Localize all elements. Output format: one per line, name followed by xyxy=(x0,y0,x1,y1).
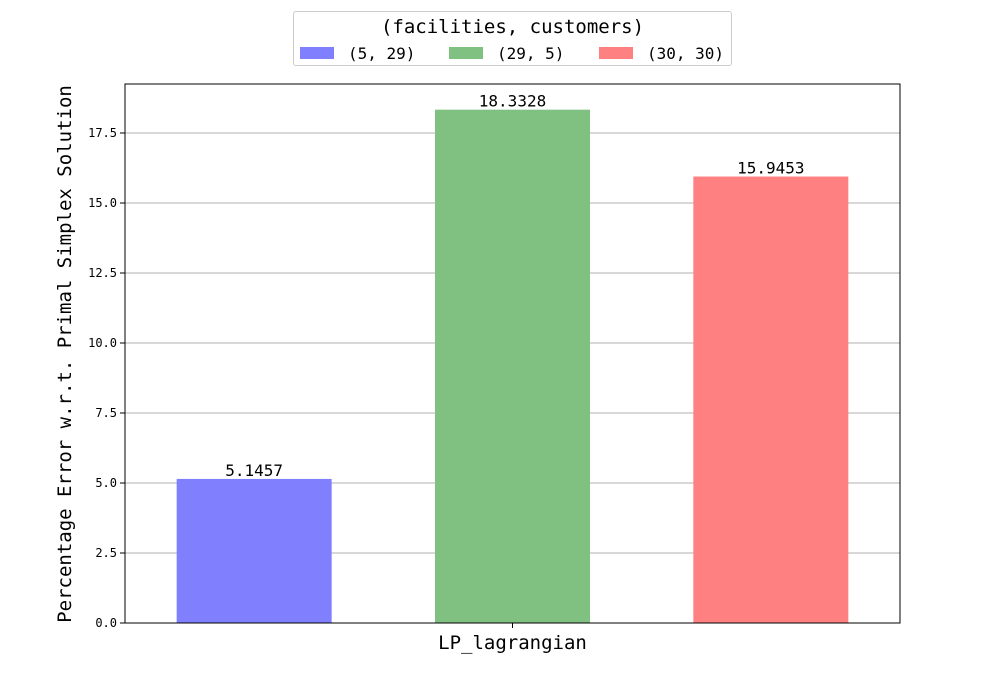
y-tick-label: 5.0 xyxy=(95,476,117,490)
x-axis-label: LP_lagrangian xyxy=(438,632,587,654)
y-tick-label: 12.5 xyxy=(88,266,117,280)
y-tick-label: 7.5 xyxy=(95,406,117,420)
legend-item-30-30: (30, 30) xyxy=(599,43,725,63)
legend-label: (5, 29) xyxy=(348,43,416,63)
bars xyxy=(176,109,849,624)
legend-item-29-5: (29, 5) xyxy=(449,43,565,63)
legend-label: (29, 5) xyxy=(497,43,565,63)
y-axis-label: Percentage Error w.r.t. Primal Simplex S… xyxy=(54,85,76,623)
legend: (facilities, customers) (5, 29) (29, 5) … xyxy=(293,11,732,66)
x-axis-ticks: LP_lagrangian xyxy=(438,623,587,654)
legend-item-5-29: (5, 29) xyxy=(300,43,416,63)
bar-5-29 xyxy=(176,478,332,623)
bar-30-30 xyxy=(693,176,849,623)
legend-swatch xyxy=(449,47,483,59)
y-tick-label: 2.5 xyxy=(95,546,117,560)
bar-29-5 xyxy=(435,109,590,624)
y-tick-label: 10.0 xyxy=(88,336,117,350)
bar-value-label: 15.9453 xyxy=(737,159,804,178)
legend-title: (facilities, customers) xyxy=(380,16,645,38)
y-axis-ticks: 0.0 2.5 5.0 7.5 10.0 12.5 15.0 17.5 xyxy=(88,126,125,630)
y-tick-label: 15.0 xyxy=(88,196,117,210)
legend-label: (30, 30) xyxy=(647,43,725,63)
legend-swatch xyxy=(599,47,633,59)
bar-value-labels: 5.1457 18.3328 15.9453 xyxy=(225,92,804,480)
bar-value-label: 5.1457 xyxy=(225,461,283,480)
legend-swatch xyxy=(300,47,334,59)
bar-value-label: 18.3328 xyxy=(479,92,546,111)
y-tick-label: 0.0 xyxy=(95,616,117,630)
y-tick-label: 17.5 xyxy=(88,126,117,140)
